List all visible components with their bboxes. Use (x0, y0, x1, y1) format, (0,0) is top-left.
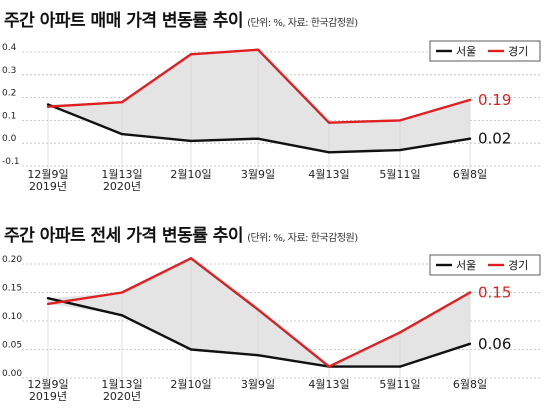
data-point (256, 354, 260, 357)
data-point (120, 314, 124, 317)
chart2-title-text: 주간 아파트 전세 가격 변동률 추이 (4, 226, 244, 246)
end-value-label: 0.15 (478, 284, 511, 302)
y-tick-label: 0.1 (2, 111, 16, 121)
x-tick-label: 2월10일 (170, 167, 211, 181)
legend-label: 경기 (508, 45, 528, 58)
x-tick-label: 2019년 (29, 180, 67, 193)
x-tick-label: 3월9일 (241, 167, 275, 181)
data-point (327, 151, 331, 154)
y-tick-label: 0.4 (2, 43, 17, 53)
data-point (189, 348, 193, 351)
x-tick-label: 5월11일 (379, 377, 420, 391)
data-point (46, 302, 50, 306)
y-tick-label: 0.0 (2, 134, 17, 144)
data-point (189, 53, 193, 56)
data-point (398, 331, 402, 334)
x-tick-label: 5월11일 (379, 167, 420, 181)
y-tick-label: 0.3 (2, 66, 16, 76)
data-point (398, 148, 402, 152)
x-tick-label: 4월13일 (308, 167, 349, 181)
data-point (120, 100, 124, 104)
data-point (327, 365, 331, 368)
x-tick-label: 1월13일 (101, 377, 142, 391)
x-tick-label: 4월13일 (308, 377, 349, 391)
x-tick-label: 6월8일 (453, 377, 487, 391)
data-point (256, 48, 260, 51)
end-value-label: 0.02 (478, 130, 511, 148)
x-tick-label: 2019년 (29, 390, 67, 403)
data-point (256, 308, 260, 311)
legend-label: 경기 (508, 259, 528, 272)
y-tick-label: -0.1 (2, 157, 20, 167)
data-point (46, 105, 50, 108)
data-point (468, 137, 472, 140)
data-point (46, 297, 50, 300)
series-gap-area (48, 49, 470, 153)
data-point (120, 132, 124, 136)
y-tick-label: 0.05 (2, 341, 22, 351)
x-tick-label: 2020년 (103, 180, 141, 193)
x-tick-label: 12월9일 (27, 167, 68, 181)
x-tick-label: 6월8일 (453, 167, 487, 181)
x-tick-label: 1월13일 (101, 167, 142, 181)
legend-box (429, 254, 541, 276)
data-point (398, 119, 402, 122)
legend-label: 서울 (456, 259, 476, 272)
x-tick-label: 3월9일 (241, 377, 275, 391)
x-tick-label: 2월10일 (170, 377, 211, 391)
x-tick-label: 12월9일 (27, 377, 68, 391)
y-tick-label: 0.2 (2, 89, 16, 99)
x-tick-label: 2020년 (103, 390, 141, 403)
chart1-title: 주간 아파트 매매 가격 변동률 추이 (단위: %, 자료: 한국감정원) (4, 6, 358, 31)
end-value-label: 0.06 (478, 335, 511, 353)
data-point (468, 342, 472, 345)
chart1-unit-note: (단위: %, 자료: 한국감정원) (247, 18, 358, 29)
legend-label: 서울 (456, 45, 476, 58)
data-point (468, 291, 472, 294)
y-tick-label: 0.00 (2, 369, 22, 379)
data-point (327, 121, 331, 124)
chart1-title-text: 주간 아파트 매매 가격 변동률 추이 (4, 11, 244, 31)
data-point (46, 103, 50, 106)
data-point (120, 291, 124, 294)
series-gap-area (48, 258, 470, 367)
data-point (398, 365, 402, 368)
data-point (189, 257, 193, 260)
data-point (468, 98, 472, 102)
chart2-title: 주간 아파트 전세 가격 변동률 추이 (단위: %, 자료: 한국감정원) (4, 221, 358, 246)
y-tick-label: 0.15 (2, 284, 22, 294)
chart2-unit-note: (단위: %, 자료: 한국감정원) (247, 233, 358, 244)
legend-box (429, 40, 541, 62)
y-tick-label: 0.10 (2, 312, 22, 322)
y-tick-label: 0.20 (2, 255, 22, 265)
data-point (256, 137, 260, 140)
end-value-label: 0.19 (478, 91, 511, 109)
data-point (189, 139, 193, 143)
